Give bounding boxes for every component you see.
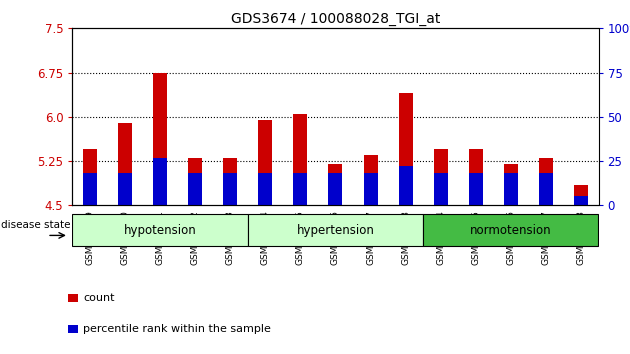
Bar xyxy=(118,173,132,205)
Bar xyxy=(433,149,448,205)
Bar xyxy=(188,158,202,205)
Bar xyxy=(328,173,343,205)
Text: normotension: normotension xyxy=(470,224,552,236)
Text: hypotension: hypotension xyxy=(123,224,197,236)
Bar xyxy=(83,173,97,205)
Text: disease state: disease state xyxy=(1,220,71,230)
Bar xyxy=(153,73,167,205)
Bar xyxy=(294,173,307,205)
Bar xyxy=(223,173,238,205)
Bar xyxy=(539,173,553,205)
Bar xyxy=(574,185,588,205)
Bar xyxy=(399,166,413,205)
Bar xyxy=(69,325,78,333)
FancyBboxPatch shape xyxy=(72,214,248,246)
FancyBboxPatch shape xyxy=(248,214,423,246)
Bar xyxy=(539,158,553,205)
Bar xyxy=(364,173,377,205)
Bar xyxy=(258,173,272,205)
Bar xyxy=(399,93,413,205)
Bar xyxy=(433,173,448,205)
Bar xyxy=(153,158,167,205)
Bar xyxy=(504,164,518,205)
Bar xyxy=(364,155,377,205)
Text: percentile rank within the sample: percentile rank within the sample xyxy=(83,324,272,334)
Bar xyxy=(294,114,307,205)
Bar xyxy=(83,149,97,205)
Text: hypertension: hypertension xyxy=(297,224,374,236)
Bar xyxy=(118,123,132,205)
Bar xyxy=(469,149,483,205)
Bar xyxy=(69,294,78,302)
Bar xyxy=(328,164,343,205)
Bar xyxy=(469,173,483,205)
FancyBboxPatch shape xyxy=(423,214,598,246)
Bar xyxy=(258,120,272,205)
Bar xyxy=(223,158,238,205)
Bar xyxy=(504,173,518,205)
Title: GDS3674 / 100088028_TGI_at: GDS3674 / 100088028_TGI_at xyxy=(231,12,440,26)
Text: count: count xyxy=(83,293,115,303)
Bar xyxy=(188,173,202,205)
Bar xyxy=(574,196,588,205)
